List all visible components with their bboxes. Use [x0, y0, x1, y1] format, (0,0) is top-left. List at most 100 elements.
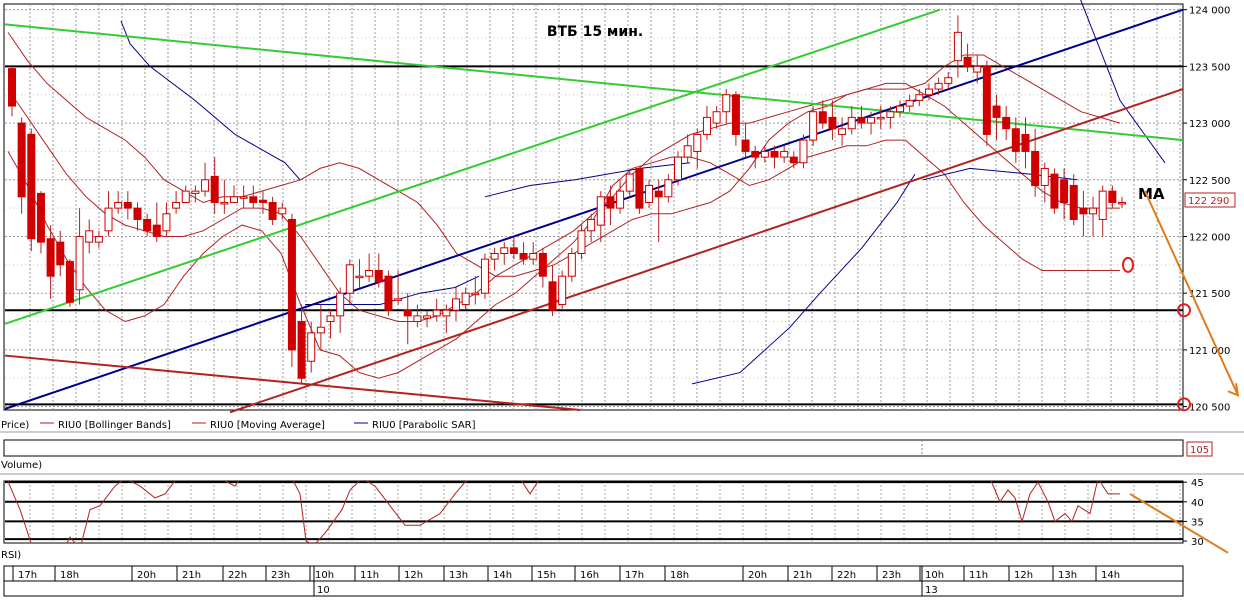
- candle-body: [278, 207, 287, 215]
- candle-body: [133, 207, 142, 220]
- rsi-tick-label: 40: [1191, 498, 1204, 509]
- candle-body: [287, 218, 296, 351]
- candle-body: [297, 321, 306, 379]
- time-tick-label: 12h: [1014, 570, 1033, 581]
- day-label: 13: [925, 585, 938, 596]
- candle-body: [770, 150, 779, 158]
- candle-body: [152, 224, 161, 237]
- candle-body: [924, 88, 933, 96]
- candle-body: [403, 309, 412, 317]
- candle-body: [625, 173, 634, 192]
- price-tick-label: 122 000: [1189, 232, 1230, 243]
- candle-body: [953, 31, 962, 62]
- time-tick-label: 13h: [449, 570, 468, 581]
- candle-body: [442, 309, 451, 317]
- time-tick-label: 23h: [271, 570, 290, 581]
- price-tick-label: 123 000: [1189, 119, 1230, 130]
- candle-body: [210, 175, 219, 203]
- candle-body: [944, 77, 953, 84]
- candle-body: [452, 298, 460, 311]
- target-marker: [1177, 303, 1191, 318]
- candle-body: [992, 105, 1001, 118]
- candle-body: [876, 116, 885, 120]
- candle-body: [326, 315, 335, 323]
- candle-body: [114, 201, 123, 209]
- candle-body: [123, 201, 132, 209]
- time-tick-label: 14h: [493, 570, 512, 581]
- legend-item: RIU0 [Parabolic SAR]: [372, 420, 476, 431]
- candle-body: [1069, 184, 1078, 220]
- candle-body: [905, 99, 914, 107]
- candle-body: [867, 116, 876, 124]
- candle-body: [741, 139, 750, 152]
- time-tick-label: 10h: [315, 570, 334, 581]
- price-tick-label: 120 500: [1189, 403, 1230, 414]
- candle-body: [674, 156, 682, 181]
- candle-body: [857, 116, 866, 124]
- candle-body: [27, 133, 36, 240]
- volume-value-box: [1186, 441, 1213, 457]
- chart-title: ВТБ 15 мин.: [547, 24, 643, 40]
- candle-body: [548, 281, 557, 311]
- candle-body: [46, 238, 55, 277]
- candle-body: [818, 111, 827, 124]
- candle-body: [693, 133, 702, 152]
- time-tick-label: 10h: [925, 570, 944, 581]
- time-tick-label: 23h: [882, 570, 901, 581]
- sar-segment: [691, 173, 916, 385]
- rsi-series-line: [7, 481, 1120, 543]
- bollinger-upper-line: [7, 32, 1121, 277]
- candle-body: [809, 111, 818, 141]
- candle-body: [664, 179, 673, 198]
- candle-body: [635, 167, 644, 209]
- time-tick-label: 18h: [670, 570, 689, 581]
- candle-body: [1002, 116, 1011, 130]
- candle-body: [56, 241, 65, 266]
- candle-body: [1098, 190, 1107, 220]
- trendline-green-up: [4, 8, 941, 325]
- candle-body: [596, 196, 605, 226]
- candle-body: [316, 326, 325, 334]
- time-tick-label: 16h: [580, 570, 599, 581]
- volume-panel-label: Volume): [1, 460, 42, 471]
- candle-body: [558, 275, 567, 306]
- candle-body: [268, 201, 277, 220]
- candle-body: [384, 275, 393, 311]
- candle-body: [760, 150, 769, 158]
- day-label: 10: [317, 585, 330, 596]
- candle-body: [191, 190, 200, 194]
- candle-body: [220, 201, 229, 205]
- candle-body: [915, 94, 924, 101]
- candle-body: [65, 260, 74, 303]
- candle-body: [519, 252, 528, 260]
- time-axis-labels: 17h 18h 20h 21h 22h 23h 10h 11h 12h 13h 14h 15h 16h 1…: [12, 566, 1120, 596]
- candle-body: [722, 94, 731, 113]
- target-marker: [1122, 256, 1134, 273]
- candle-body: [8, 68, 16, 107]
- time-tick-label: 17h: [625, 570, 644, 581]
- candle-body: [17, 122, 26, 198]
- candle-body: [249, 196, 258, 203]
- candle-body: [538, 252, 547, 277]
- legend-item: RIU0 [Moving Average]: [210, 420, 325, 431]
- candle-body: [1011, 128, 1020, 152]
- candle-body: [345, 264, 354, 294]
- candle-body: [789, 156, 798, 164]
- candles: [8, 15, 1126, 384]
- legend: RIU0 [Bollinger Bands] RIU0 [Moving Avera…: [40, 420, 476, 431]
- candle-body: [258, 199, 267, 203]
- legend-item: RIU0 [Bollinger Bands]: [58, 420, 171, 431]
- time-tick-label: 14h: [1101, 570, 1120, 581]
- sar-segment: [484, 162, 691, 198]
- candle-body: [230, 196, 238, 203]
- sar-segment: [305, 275, 480, 305]
- price-axis: 124 000 123 500 123 000 122 500 122 000 121 5…: [1183, 6, 1230, 414]
- candle-body: [365, 270, 374, 277]
- candle-body: [828, 116, 837, 130]
- price-tick-label: 122 500: [1189, 176, 1230, 187]
- candle-body: [423, 315, 432, 319]
- candle-body: [799, 139, 808, 164]
- forecast-arrow: [1144, 190, 1239, 396]
- target-marker: [1177, 397, 1191, 412]
- candle-body: [712, 111, 721, 124]
